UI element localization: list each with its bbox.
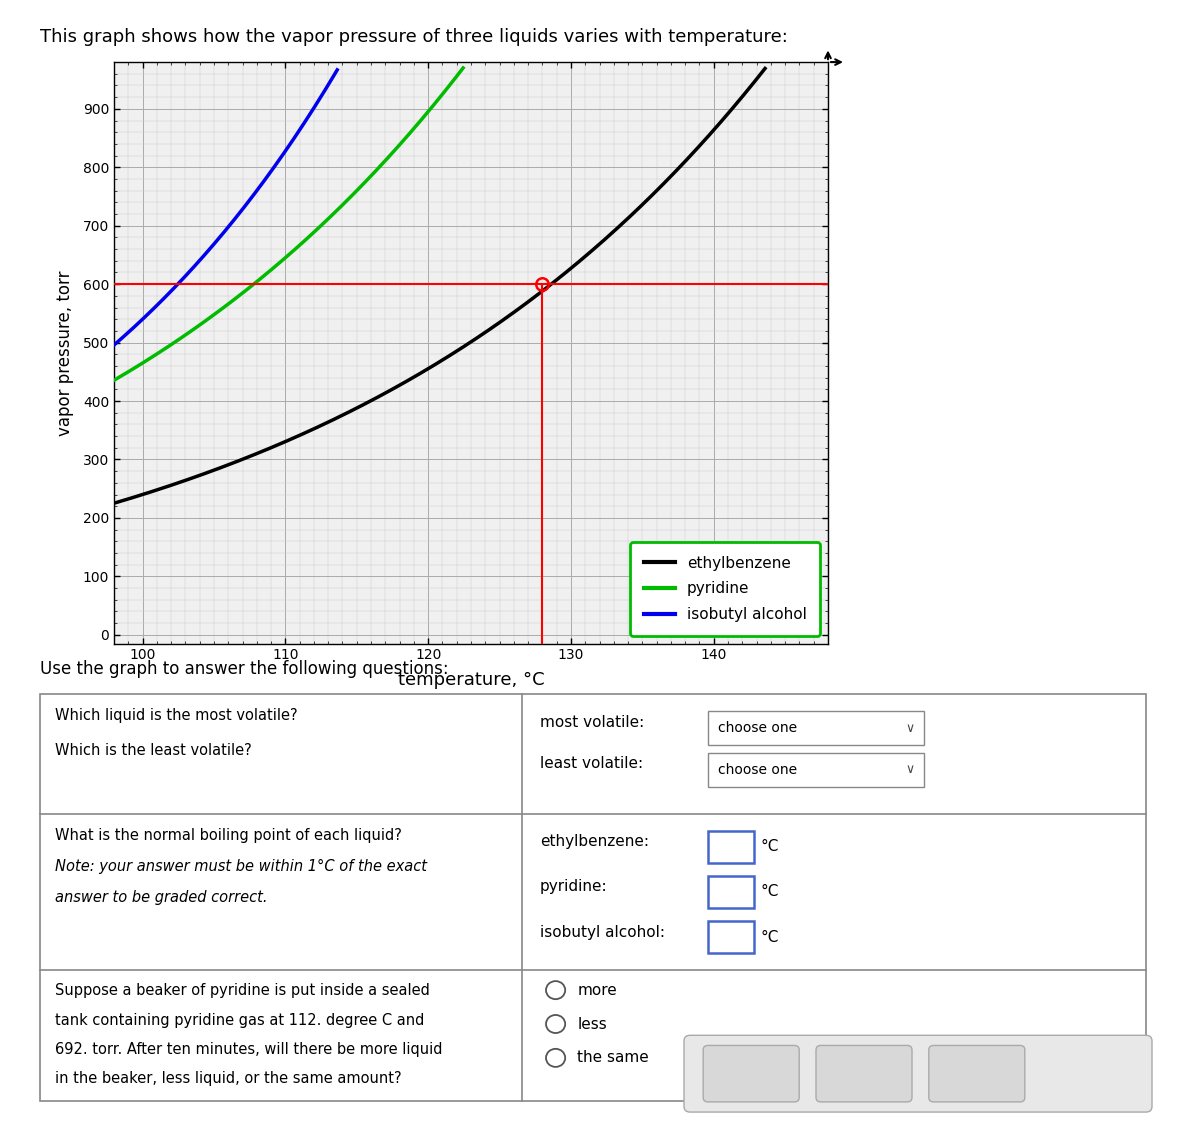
Text: Suppose a beaker of pyridine is put inside a sealed: Suppose a beaker of pyridine is put insi… [55,983,430,998]
Text: Use the graph to answer the following questions:: Use the graph to answer the following qu… [40,660,449,679]
Text: choose one: choose one [718,721,797,735]
Text: least volatile:: least volatile: [540,756,643,771]
Text: Note: your answer must be within 1°C of the exact: Note: your answer must be within 1°C of … [55,859,427,874]
Text: °C: °C [761,884,779,900]
Text: answer to be graded correct.: answer to be graded correct. [55,890,268,904]
Text: °C: °C [761,839,779,855]
Text: ↺: ↺ [856,1064,872,1084]
Text: ?: ? [971,1064,983,1084]
Text: isobutyl alcohol:: isobutyl alcohol: [540,925,665,939]
Text: choose one: choose one [718,763,797,777]
Text: Which is the least volatile?: Which is the least volatile? [55,743,252,758]
Text: What is the normal boiling point of each liquid?: What is the normal boiling point of each… [55,828,402,842]
Y-axis label: vapor pressure, torr: vapor pressure, torr [56,270,74,436]
Text: ∨: ∨ [905,721,914,735]
Text: ×: × [743,1064,760,1084]
Text: This graph shows how the vapor pressure of three liquids varies with temperature: This graph shows how the vapor pressure … [40,28,787,46]
Text: ethylbenzene:: ethylbenzene: [540,834,649,849]
Text: pyridine:: pyridine: [540,879,607,894]
Text: tank containing pyridine gas at 112. degree C and: tank containing pyridine gas at 112. deg… [55,1013,425,1027]
Legend: ethylbenzene, pyridine, isobutyl alcohol: ethylbenzene, pyridine, isobutyl alcohol [630,542,821,636]
Text: more: more [577,982,617,998]
Text: less: less [577,1016,607,1032]
X-axis label: temperature, °C: temperature, °C [397,671,545,689]
Text: 692. torr. After ten minutes, will there be more liquid: 692. torr. After ten minutes, will there… [55,1042,443,1057]
Text: most volatile:: most volatile: [540,715,644,729]
Text: °C: °C [761,929,779,945]
Text: in the beaker, less liquid, or the same amount?: in the beaker, less liquid, or the same … [55,1071,402,1086]
Text: the same: the same [577,1050,649,1066]
Text: ∨: ∨ [905,763,914,777]
Text: Which liquid is the most volatile?: Which liquid is the most volatile? [55,708,298,723]
